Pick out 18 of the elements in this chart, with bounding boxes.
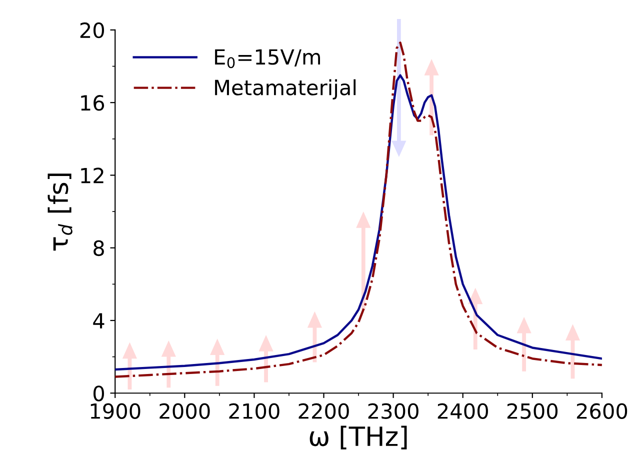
x-tick-label: 2300 (368, 403, 418, 419)
y-tick-label: 4 (93, 313, 104, 328)
y-tick-label: 8 (94, 240, 104, 256)
x-tick-label: 2500 (507, 403, 558, 419)
y-axis-title: τ$_{d}$ [fs] (48, 174, 72, 251)
y-tick-label: 16 (81, 95, 104, 111)
x-tick-label: 2600 (576, 403, 628, 419)
x-axis-title: ω [THz] (310, 426, 407, 450)
x-tick-label: 2100 (229, 403, 280, 419)
legend-label: Metamaterijal (215, 79, 356, 100)
x-tick-label: 2400 (438, 403, 488, 419)
x-tick-label: 2200 (298, 403, 349, 419)
legend-label: E$_{0}$=15V/m (215, 49, 320, 68)
y-tick-label: 12 (81, 168, 104, 184)
x-tick-label: 2000 (160, 403, 210, 419)
y-tick-label: 20 (80, 22, 104, 38)
y-tick-label: 0 (94, 386, 104, 402)
x-tick-label: 1900 (90, 403, 140, 419)
